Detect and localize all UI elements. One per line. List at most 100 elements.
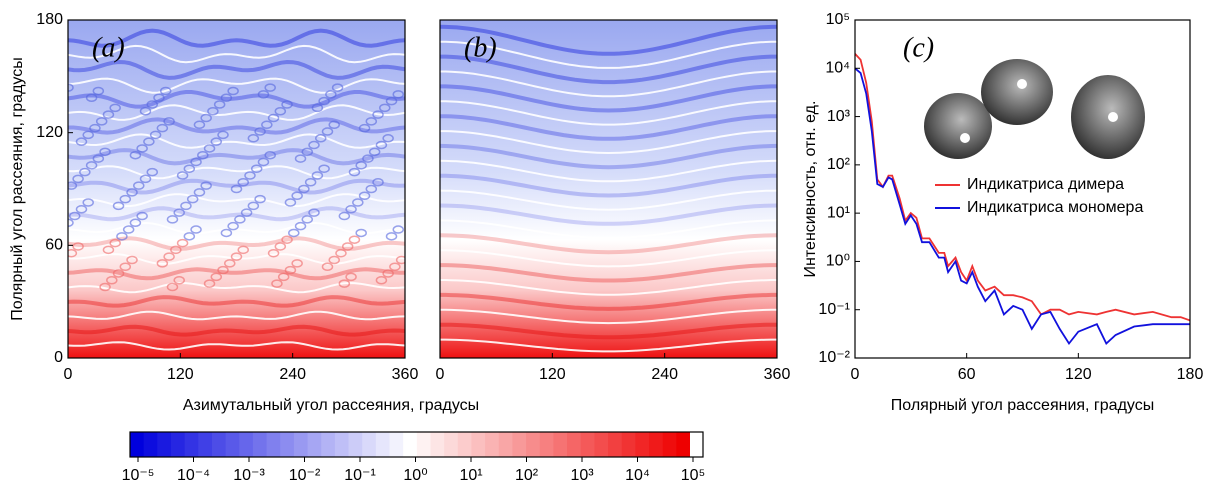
speckle [146,100,158,109]
x-tick-label: 180 [1177,366,1204,383]
contour-band [440,114,777,141]
y-tick-label: 120 [36,124,63,141]
speckle [203,144,216,153]
colorbar-cell [252,432,268,457]
speckle [139,174,152,184]
legend-label: Индикатриса мономера [967,199,1143,216]
contour-band [68,236,405,251]
colorbar-cell [184,432,199,457]
colorbar-tick-label: 10⁻¹ [344,467,376,484]
speckle [156,259,169,268]
colorbar-tick-label: 10⁻⁴ [177,467,210,484]
speckle [355,228,367,238]
colorbar-cell [594,432,609,457]
colorbar-cell [403,432,418,457]
contour-band [68,104,405,121]
y-tick-label: 10⁵ [826,11,850,28]
x-axis-label: Полярный угол рассеяния, градусы [891,397,1154,414]
speckle [234,215,246,224]
contour-band [68,341,405,351]
speckle [308,140,320,150]
speckle [102,110,115,119]
speckle [75,137,88,146]
speckle [190,225,202,234]
speckle [109,103,121,113]
contour-band [440,100,777,126]
speckle [166,282,179,292]
speckle [159,86,172,96]
speckle [133,181,145,190]
speckle [217,265,229,275]
speckle [328,120,340,130]
colorbar-tick-label: 10³ [570,467,594,484]
contour-band [440,279,777,296]
colorbar-cell [553,432,568,457]
speckle [395,255,405,265]
panel-label: (a) [92,32,125,63]
contour-band [440,84,777,113]
speckle [136,144,148,153]
speckle [257,90,270,99]
colorbar-cell [580,432,595,457]
speckle [358,191,371,201]
heatmap-background [68,20,405,358]
y-tick-label: 10⁻¹ [818,301,850,318]
speckle [166,215,179,224]
speckle [291,259,303,268]
speckle [240,208,253,217]
speckle [328,255,340,265]
colorbar-cell [266,432,281,457]
x-axis-label: Азимутальный угол рассеяния, градусы [183,397,479,414]
speckle [321,127,334,136]
y-tick-label: 10² [827,156,851,173]
speckle [79,167,91,177]
speckle [308,208,320,217]
particle-illustration [924,59,1145,159]
speckle [149,130,162,140]
speckle [197,150,209,160]
speckle [294,221,307,231]
colorbar-cell [198,432,213,457]
contour-band [440,189,777,211]
speckle [99,282,111,292]
speckle [139,107,152,116]
y-tick-label: 60 [45,237,63,254]
contour-band [68,165,405,180]
x-tick-label: 360 [392,366,419,383]
speckle [82,130,94,140]
speckle [163,117,175,126]
speckle [230,252,243,261]
speckle [362,154,374,163]
speckle [68,211,81,221]
speckle [126,188,138,197]
colorbar-tick-label: 10⁰ [403,467,427,484]
panel-label: (b) [464,32,497,63]
colorbar-tick-label: 10¹ [459,467,482,484]
legend-label: Индикатриса димера [967,176,1124,193]
speckle [247,201,260,211]
y-tick-label: 10³ [827,108,851,125]
highlight [960,133,970,143]
plot-lines [855,53,1190,346]
x-tick-label: 360 [764,366,791,383]
speckle [92,86,105,96]
data-line [855,67,1190,346]
speckle [183,232,196,241]
speckle [345,272,357,282]
contour-band [440,40,777,69]
highlight [1017,79,1027,89]
contour-band [68,310,405,321]
speckle [375,276,388,285]
speckle [247,134,260,143]
contour-band [440,249,777,268]
speckle [288,228,300,238]
speckle [375,140,388,150]
colorbar-cell [348,432,363,457]
contour-band [440,130,777,155]
speckle [176,238,189,248]
speckle [271,279,283,288]
speckle [227,221,239,231]
speckle [193,120,206,130]
heatmap-image [68,20,405,358]
speckle [85,161,98,170]
